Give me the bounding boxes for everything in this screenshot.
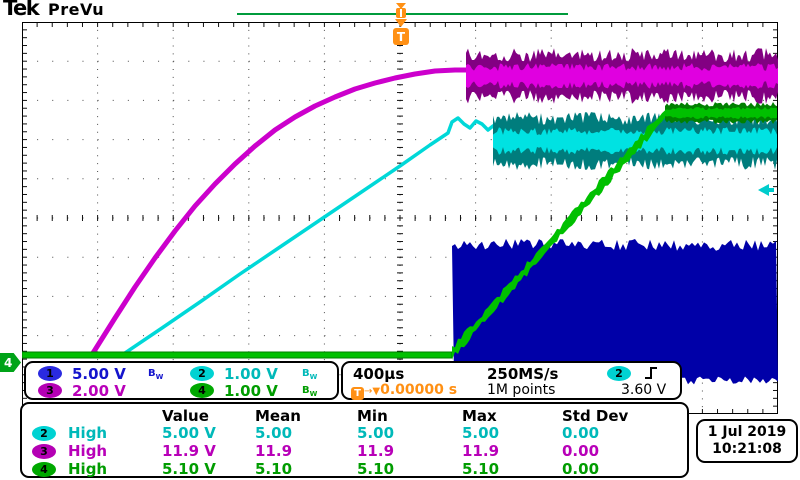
trigger-t-icon: T xyxy=(351,387,364,400)
channel-readout-box[interactable]: 1 5.00 V BW 2 1.00 V BW 3 2.00 V 4 1.00 … xyxy=(24,361,339,400)
graticule xyxy=(22,22,778,414)
horizontal-trigger-readout-box[interactable]: 400µs 250MS/s 2 T →▼0.00000 s 1M points 3… xyxy=(341,361,682,400)
channel-badge: 2 xyxy=(32,425,56,441)
horizontal-scale: 400µs xyxy=(353,365,405,383)
channel4-scale: 1.00 V xyxy=(224,382,278,400)
trigger-level-readout: 3.60 V xyxy=(621,382,667,398)
channel1-bandwidth-limit-icon: BW xyxy=(148,368,164,381)
channel2-bandwidth-limit-icon: BW xyxy=(302,368,318,381)
tek-logo: Tek xyxy=(3,0,40,20)
record-length: 1M points xyxy=(487,382,556,398)
channel1-scale: 5.00 V xyxy=(72,365,126,383)
channel1-badge[interactable]: 1 xyxy=(38,366,62,381)
measurement-header-row: Value Mean Min Max Std Dev xyxy=(162,407,629,425)
trigger-position-readout: T →▼0.00000 s xyxy=(351,382,457,400)
time-label: 10:21:08 xyxy=(712,441,782,457)
channel4-badge[interactable]: 4 xyxy=(190,383,214,398)
trigger-source-badge[interactable]: 2 xyxy=(607,366,631,381)
rising-edge-icon xyxy=(645,367,657,379)
channel-badge: 4 xyxy=(32,461,56,477)
channel2-scale: 1.00 V xyxy=(224,365,278,383)
arrow-icons: →▼ xyxy=(364,386,381,397)
trigger-position-marker[interactable]: T xyxy=(390,1,412,49)
measurement-table[interactable]: Value Mean Min Max Std Dev 2 High 5.00 V … xyxy=(20,402,689,478)
channel2-badge[interactable]: 2 xyxy=(190,366,214,381)
trigger-level-arrow xyxy=(758,184,774,196)
channel4-bandwidth-limit-icon: BW xyxy=(302,385,318,398)
sample-rate: 250MS/s xyxy=(487,365,559,383)
channel4-position-marker[interactable]: 4 xyxy=(0,353,21,372)
channel3-badge[interactable]: 3 xyxy=(38,383,62,398)
acquisition-mode-label: PreVu xyxy=(48,0,105,19)
channel3-scale: 2.00 V xyxy=(72,382,126,400)
datetime-box: 1 Jul 2019 10:21:08 xyxy=(696,419,798,463)
channel-badge: 3 xyxy=(32,443,56,459)
measurement-row[interactable]: 2 High 5.00 V 5.00 5.00 5.00 0.00 xyxy=(22,424,687,442)
date-label: 1 Jul 2019 xyxy=(707,424,787,440)
measurement-row[interactable]: 4 High 5.10 V 5.10 5.10 5.10 0.00 xyxy=(22,460,687,478)
measurement-row[interactable]: 3 High 11.9 V 11.9 11.9 11.9 0.00 xyxy=(22,442,687,460)
svg-text:T: T xyxy=(397,30,406,44)
